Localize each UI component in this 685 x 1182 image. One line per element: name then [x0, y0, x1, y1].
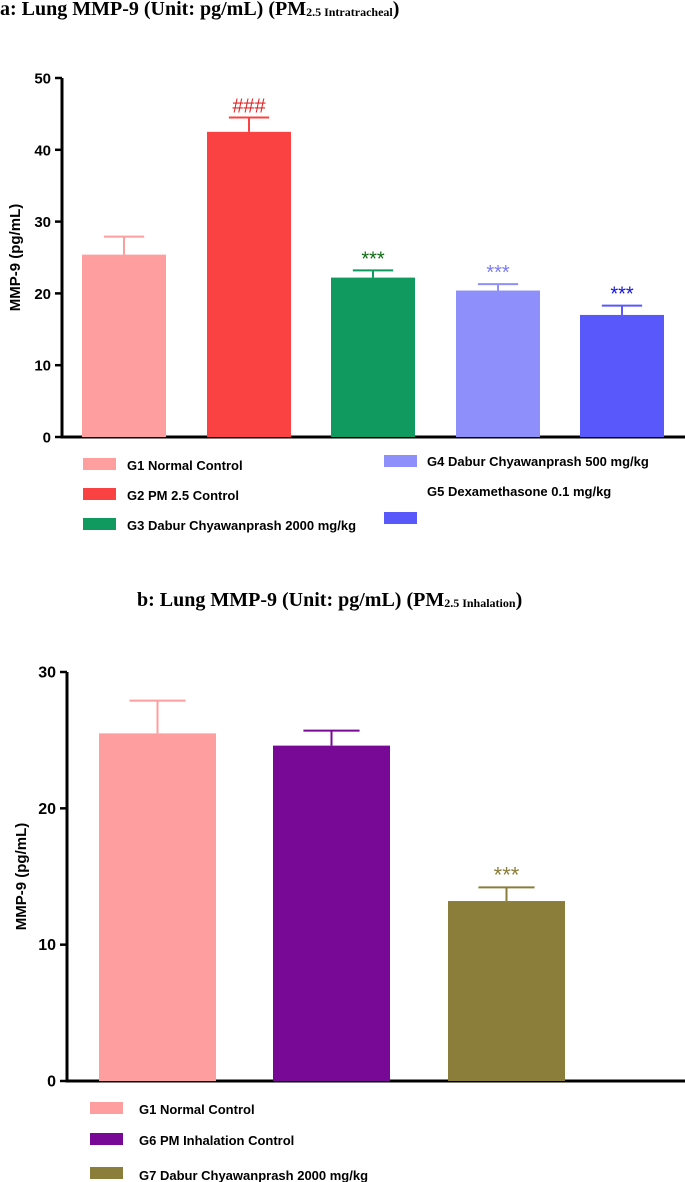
- chart-a-significance-label-g5: ***: [610, 284, 634, 306]
- chart-b-legend-label: G1 Normal Control: [139, 1102, 255, 1117]
- chart-a-legend-label: G2 PM 2.5 Control: [127, 488, 239, 503]
- chart-b-y-axis-label: MMP-9 (pg/mL): [13, 823, 30, 930]
- chart-b-y-tick-label: 0: [47, 1074, 56, 1091]
- chart-a-legend-swatch: [384, 455, 417, 467]
- chart-b-significance-label-g7: ***: [494, 862, 520, 887]
- chart-b-title-close: ): [515, 589, 523, 611]
- chart-a-title-main: a: Lung MMP-9 (Unit: pg/mL) (PM: [0, 0, 307, 20]
- chart-a-legend-label: G5 Dexamethasone 0.1 mg/kg: [427, 484, 611, 499]
- chart-a-legend-label: G4 Dabur Chyawanprash 500 mg/kg: [427, 454, 649, 469]
- chart-a-significance-label-g3: ***: [361, 248, 385, 270]
- chart-a-y-tick-label: 10: [34, 358, 51, 375]
- chart-b-legend-swatch: [90, 1133, 123, 1145]
- chart-a-legend-swatch: [83, 458, 116, 470]
- chart-a-bar-g3: [331, 277, 415, 437]
- chart-a-significance-label-g2: ###: [232, 95, 266, 117]
- chart-a-y-tick-label: 40: [34, 142, 51, 159]
- chart-a-bar-g5: [580, 314, 664, 437]
- chart-a-legend-swatch: [83, 518, 116, 530]
- chart-a-title: a: Lung MMP-9 (Unit: pg/mL) (PM2.5 Intra…: [0, 0, 399, 21]
- chart-a-legend-label: G1 Normal Control: [127, 458, 243, 473]
- chart-b-legend-swatch: [90, 1102, 123, 1114]
- chart-b-legend-label: G6 PM Inhalation Control: [139, 1133, 294, 1148]
- chart-b-legend-swatch: [90, 1167, 123, 1179]
- chart-a-title-close: ): [392, 0, 400, 20]
- chart-a-bar-g4: [456, 290, 540, 437]
- chart-a-legend-swatch: [83, 488, 116, 500]
- chart-a-legend-swatch: [384, 512, 417, 524]
- chart-b-title: b: Lung MMP-9 (Unit: pg/mL) (PM2.5 Inhal…: [137, 589, 522, 612]
- chart-b-bar-g6: [273, 745, 390, 1081]
- chart-b-title-subscript: 2.5 Inhalation: [444, 596, 516, 610]
- chart-b-bar-g1: [99, 733, 216, 1081]
- chart-a-y-axis-label: MMP-9 (pg/mL): [7, 204, 24, 311]
- chart-a-bar-g1: [82, 254, 166, 437]
- chart-a-y-tick-label: 0: [43, 430, 51, 447]
- chart-b-y-tick-label: 20: [38, 801, 56, 818]
- chart-b-legend-label: G7 Dabur Chyawanprash 2000 mg/kg: [139, 1168, 368, 1182]
- chart-b-y-tick-label: 30: [38, 665, 56, 682]
- chart-b-bar-g7: [448, 901, 565, 1081]
- chart-a-significance-label-g4: ***: [486, 262, 510, 284]
- chart-a-y-tick-label: 20: [34, 286, 51, 303]
- chart-a-y-tick-label: 50: [34, 71, 51, 88]
- chart-a-y-tick-label: 30: [34, 214, 51, 231]
- chart-a-legend-label: G3 Dabur Chyawanprash 2000 mg/kg: [127, 518, 356, 533]
- chart-a-title-subscript: 2.5 Intratracheal: [306, 5, 393, 19]
- chart-a-bar-g2: [207, 131, 291, 437]
- chart-b-y-tick-label: 10: [38, 937, 56, 954]
- chart-b-title-main: b: Lung MMP-9 (Unit: pg/mL) (PM: [137, 589, 445, 611]
